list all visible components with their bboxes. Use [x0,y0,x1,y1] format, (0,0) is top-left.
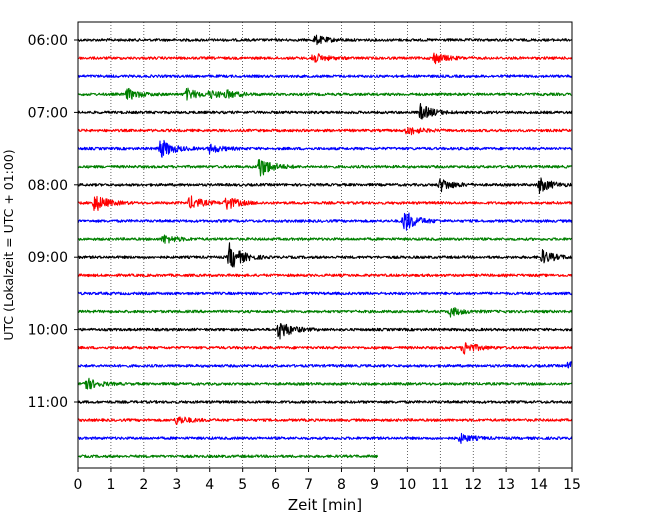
x-tick-label: 10 [398,477,416,493]
x-gridlines [110,22,540,468]
x-tick-label: 5 [238,477,247,493]
x-tick-label: 4 [205,477,214,493]
x-tick-label: 3 [172,477,181,493]
x-tick-label: 8 [337,477,346,493]
y-tick-label: 11:00 [28,395,68,411]
x-tick-label: 9 [370,477,379,493]
x-tick-label: 2 [139,477,148,493]
x-tick-label: 15 [563,477,581,493]
seismogram-trace [77,291,573,296]
x-tick-label: 12 [464,477,482,493]
seismogram-trace [77,195,573,211]
seismogram-trace [77,74,573,79]
seismogram-trace [77,273,573,278]
seismogram-trace [77,307,573,318]
seismogram-trace [77,342,573,355]
seismogram-trace [77,361,573,369]
x-axis-label: Zeit [min] [288,496,362,514]
y-tick-label: 10:00 [28,323,68,339]
plot-background [78,22,572,468]
seismogram-trace [77,242,573,268]
seismogram-trace [77,432,573,444]
x-tick-label: 14 [530,477,548,493]
seismogram-trace [77,323,573,340]
x-tick-label: 0 [74,477,83,493]
x-tick-label: 7 [304,477,313,493]
y-tick-label: 07:00 [28,105,68,121]
y-tick-label: 08:00 [28,178,68,194]
seismogram-trace [77,454,379,459]
seismogram-trace [77,377,573,390]
y-axis-ticks: 06:00 07:00 08:00 09:00 10:00 11:00 [28,33,78,411]
seismogram-trace [77,159,573,177]
plot-frame [77,21,573,469]
seismogram-trace [77,400,573,404]
y-tick-label: 06:00 [28,33,68,49]
seismogram-trace [77,234,573,244]
seismogram-trace [77,177,573,195]
y-tick-label: 09:00 [28,250,68,266]
y-axis-label: UTC (Lokalzeit = UTC + 01:00) [1,149,16,340]
x-tick-label: 11 [431,477,449,493]
seismogram-trace [77,416,573,425]
traces-group [77,34,573,459]
seismogram-trace [77,212,573,231]
seismogram-trace [77,52,573,65]
seismogram-trace [77,127,573,136]
x-tick-label: 6 [271,477,280,493]
x-tick-label: 1 [106,477,115,493]
seismogram-trace [77,103,573,120]
x-tick-label: 13 [497,477,515,493]
seismogram-trace [77,87,573,101]
seismogram-trace [77,34,573,46]
seismogram-trace [77,139,573,158]
x-axis-ticks: 0 1 2 3 4 5 6 7 8 9 10 11 12 13 14 15 [74,468,581,493]
